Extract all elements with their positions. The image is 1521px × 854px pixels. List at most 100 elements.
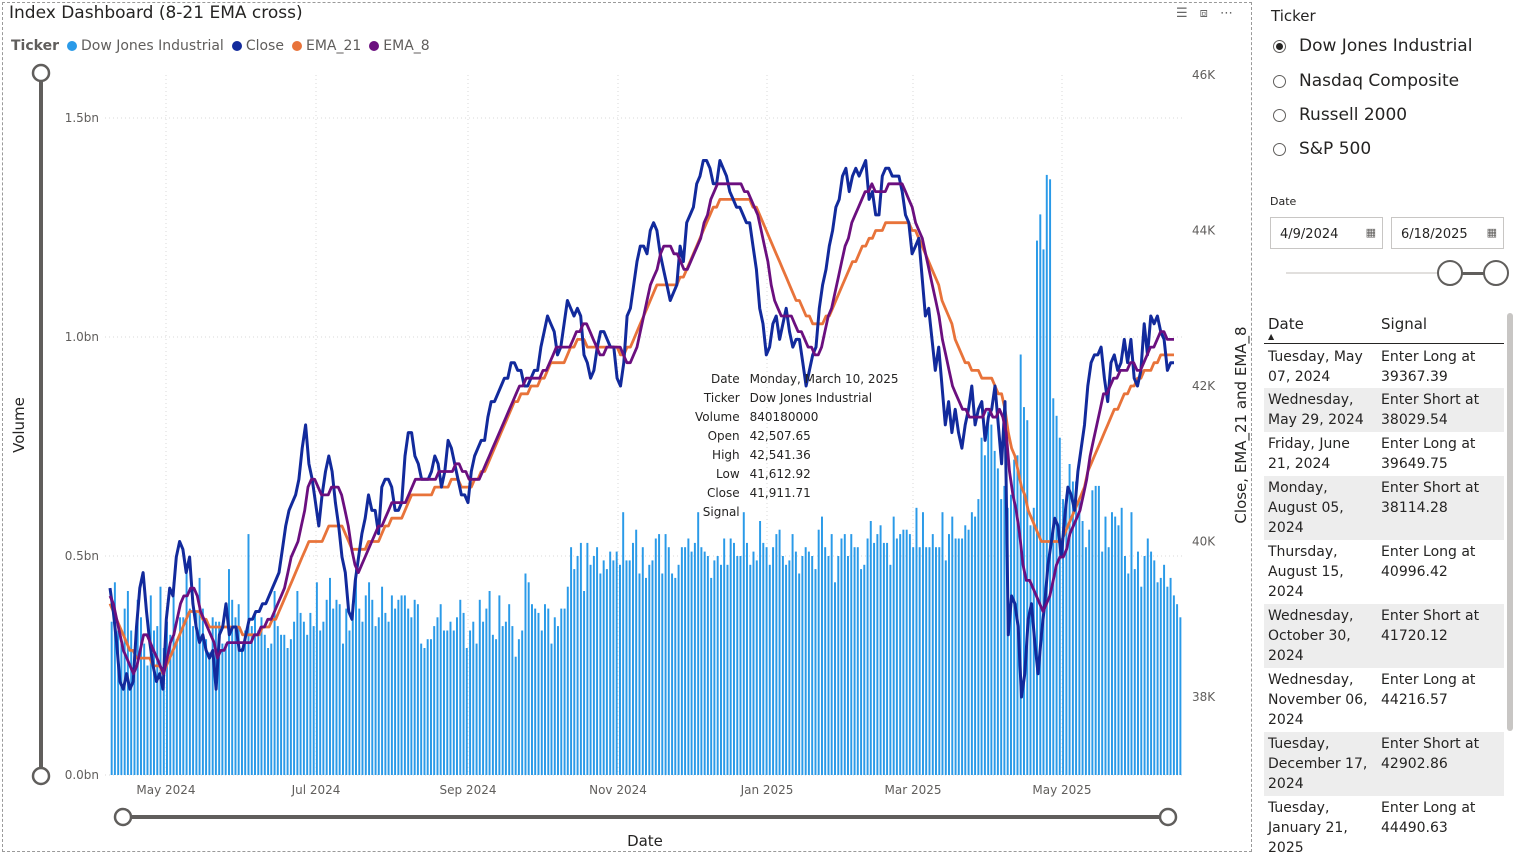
volume-bar[interactable] bbox=[566, 586, 569, 775]
volume-bar[interactable] bbox=[433, 626, 436, 775]
volume-bar[interactable] bbox=[759, 521, 762, 775]
volume-bar[interactable] bbox=[1003, 485, 1006, 775]
volume-bar[interactable] bbox=[615, 551, 618, 775]
volume-bar[interactable] bbox=[895, 538, 898, 776]
volume-bar[interactable] bbox=[974, 516, 977, 775]
volume-bar[interactable] bbox=[302, 621, 305, 775]
column-header-signal[interactable]: Signal bbox=[1381, 315, 1428, 333]
volume-bar[interactable] bbox=[1023, 407, 1025, 775]
legend-item-ema-8[interactable]: EMA_8 bbox=[369, 38, 430, 54]
volume-bar[interactable] bbox=[706, 556, 709, 775]
volume-bar[interactable] bbox=[462, 612, 465, 775]
volume-bar[interactable] bbox=[306, 634, 309, 775]
volume-bar[interactable] bbox=[371, 599, 374, 775]
volume-bar[interactable] bbox=[130, 630, 133, 776]
volume-bar[interactable] bbox=[1026, 420, 1029, 775]
volume-bar[interactable] bbox=[260, 617, 263, 775]
series-line-ema-8[interactable] bbox=[108, 182, 1174, 676]
volume-bar[interactable] bbox=[1104, 516, 1107, 775]
volume-bar[interactable] bbox=[1029, 525, 1032, 775]
volume-bar[interactable] bbox=[648, 564, 651, 775]
volume-bar[interactable] bbox=[1055, 415, 1058, 775]
volume-bar[interactable] bbox=[576, 556, 579, 775]
volume-bar[interactable] bbox=[843, 534, 846, 775]
volume-bar[interactable] bbox=[355, 569, 357, 775]
volume-bar[interactable] bbox=[583, 591, 586, 775]
volume-bar[interactable] bbox=[680, 547, 683, 775]
volume-bar[interactable] bbox=[902, 529, 905, 775]
volume-bar[interactable] bbox=[573, 569, 576, 775]
volume-bar[interactable] bbox=[185, 569, 188, 775]
x-zoom-handle-left[interactable] bbox=[113, 807, 133, 827]
volume-bar[interactable] bbox=[1146, 538, 1149, 776]
volume-bar[interactable] bbox=[1068, 464, 1071, 775]
volume-bar[interactable] bbox=[345, 608, 348, 775]
volume-bar[interactable] bbox=[175, 639, 178, 775]
volume-bar[interactable] bbox=[1065, 494, 1068, 775]
volume-bar[interactable] bbox=[905, 529, 908, 775]
volume-bar[interactable] bbox=[140, 617, 142, 775]
volume-bar[interactable] bbox=[550, 643, 553, 775]
table-row[interactable]: Monday, August 05, 2024 Enter Short at 38… bbox=[1264, 476, 1504, 540]
volume-bar[interactable] bbox=[1094, 485, 1097, 775]
volume-bar[interactable] bbox=[250, 626, 253, 775]
volume-bar[interactable] bbox=[146, 665, 149, 776]
volume-bar[interactable] bbox=[1091, 490, 1094, 775]
date-range-track[interactable] bbox=[1286, 272, 1508, 274]
volume-bar[interactable] bbox=[1097, 485, 1100, 775]
volume-bar[interactable] bbox=[113, 582, 116, 775]
date-range-end-handle[interactable] bbox=[1483, 260, 1509, 286]
volume-bar[interactable] bbox=[557, 626, 559, 775]
volume-bar[interactable] bbox=[381, 586, 384, 775]
volume-bar[interactable] bbox=[527, 582, 530, 775]
table-row[interactable]: Friday, June 21, 2024 Enter Long at 39649… bbox=[1264, 432, 1504, 476]
volume-bar[interactable] bbox=[1150, 551, 1153, 775]
volume-bar[interactable] bbox=[794, 551, 797, 775]
volume-bar[interactable] bbox=[162, 648, 165, 775]
volume-bar[interactable] bbox=[1153, 560, 1156, 775]
volume-bar[interactable] bbox=[1169, 577, 1172, 775]
volume-bar[interactable] bbox=[703, 551, 706, 775]
volume-bar[interactable] bbox=[198, 577, 201, 775]
volume-bar[interactable] bbox=[925, 547, 928, 775]
volume-bar[interactable] bbox=[837, 556, 840, 775]
volume-bar[interactable] bbox=[149, 595, 152, 775]
volume-bar[interactable] bbox=[413, 599, 416, 775]
volume-bar[interactable] bbox=[609, 551, 612, 775]
volume-bar[interactable] bbox=[723, 538, 726, 776]
volume-bar[interactable] bbox=[491, 634, 494, 775]
volume-bar[interactable] bbox=[821, 516, 823, 775]
volume-bar[interactable] bbox=[390, 595, 393, 775]
volume-bar[interactable] bbox=[752, 551, 755, 775]
volume-bar[interactable] bbox=[205, 639, 208, 775]
volume-bar[interactable] bbox=[488, 591, 491, 775]
volume-bar[interactable] bbox=[772, 547, 775, 775]
volume-bar[interactable] bbox=[817, 529, 820, 775]
volume-bar[interactable] bbox=[361, 621, 364, 775]
volume-bar[interactable] bbox=[938, 547, 941, 775]
volume-bar[interactable] bbox=[856, 547, 859, 775]
volume-bar[interactable] bbox=[768, 564, 771, 775]
volume-bar[interactable] bbox=[338, 604, 341, 775]
volume-bar[interactable] bbox=[736, 556, 739, 775]
volume-bar[interactable] bbox=[560, 608, 563, 775]
volume-bar[interactable] bbox=[156, 626, 159, 775]
legend-item-close[interactable]: Close bbox=[231, 38, 284, 54]
volume-bar[interactable] bbox=[918, 547, 921, 775]
volume-bar[interactable] bbox=[651, 560, 654, 775]
volume-bar[interactable] bbox=[465, 648, 468, 775]
volume-bar[interactable] bbox=[596, 547, 599, 775]
volume-bar[interactable] bbox=[166, 621, 168, 775]
volume-bar[interactable] bbox=[570, 547, 573, 775]
volume-bar[interactable] bbox=[592, 556, 595, 775]
volume-bar[interactable] bbox=[1101, 551, 1104, 775]
volume-bar[interactable] bbox=[501, 626, 504, 775]
volume-bar[interactable] bbox=[599, 573, 602, 776]
volume-bar[interactable] bbox=[720, 564, 722, 775]
volume-bar[interactable] bbox=[967, 529, 970, 775]
volume-bar[interactable] bbox=[873, 542, 876, 775]
volume-bar[interactable] bbox=[263, 634, 266, 775]
volume-bar[interactable] bbox=[996, 468, 999, 775]
volume-bar[interactable] bbox=[687, 538, 690, 776]
volume-bar[interactable] bbox=[117, 630, 120, 776]
